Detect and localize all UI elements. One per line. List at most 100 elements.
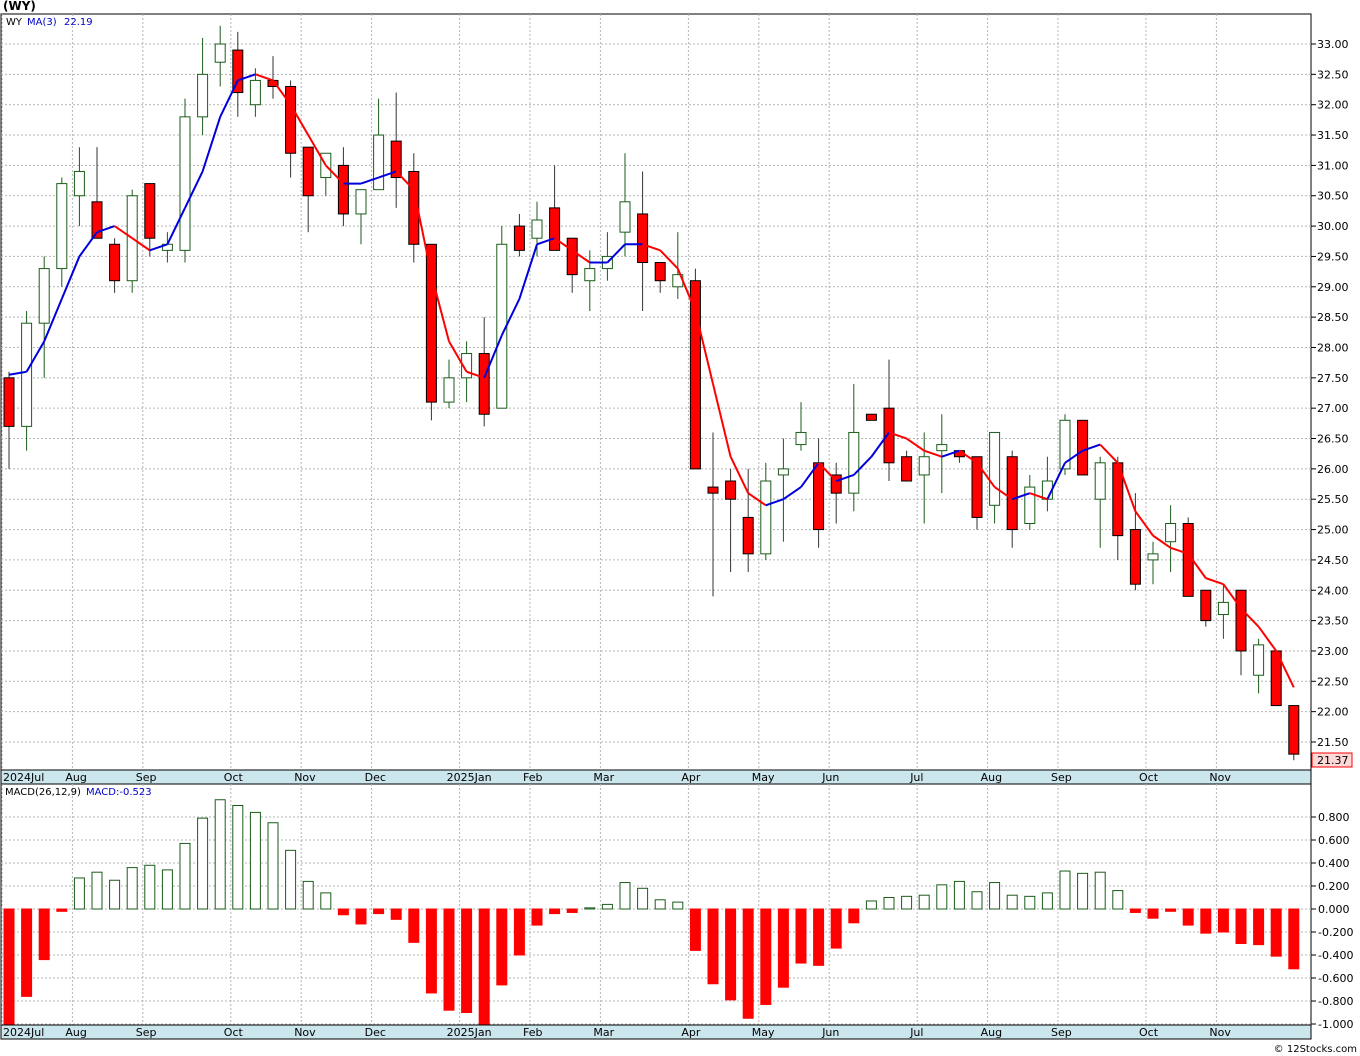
macd-bar-negative: [848, 908, 860, 924]
macd-y-tick-label: -1.000: [1318, 1018, 1353, 1031]
macd-bar-positive: [918, 894, 930, 910]
price-y-tick-label: 33.00: [1317, 38, 1349, 51]
macd-bar-positive: [1041, 892, 1053, 910]
ma-segment: [219, 79, 239, 118]
price-y-tick-label: 27.50: [1317, 372, 1349, 385]
candle-up: [197, 73, 209, 118]
candle-up: [1217, 601, 1229, 616]
macd-bar-negative: [531, 908, 543, 926]
price-month-label: Jul: [909, 771, 923, 784]
candle-down: [707, 486, 719, 494]
macd-bar-positive: [936, 884, 948, 910]
candle-up: [1059, 419, 1071, 470]
ma-segment: [500, 298, 521, 336]
ma-segment: [518, 243, 538, 300]
macd-bar-negative: [1147, 908, 1159, 919]
macd-month-label: Dec: [365, 1026, 386, 1039]
macd-month-label: Oct: [1139, 1026, 1159, 1039]
macd-histogram: [3, 799, 1300, 1027]
macd-month-label: Jun: [821, 1026, 839, 1039]
macd-bar-negative: [795, 908, 807, 964]
macd-bar-negative: [760, 908, 772, 1005]
macd-y-tick-label: 0.400: [1318, 857, 1350, 870]
macd-bar-negative: [1165, 908, 1177, 912]
macd-month-label: Nov: [294, 1026, 316, 1039]
candle-up: [989, 431, 1001, 506]
macd-bar-negative: [425, 908, 437, 994]
macd-bar-negative: [1200, 908, 1212, 934]
ma-segment: [483, 334, 503, 379]
ma-segment: [96, 225, 115, 234]
macd-bar-positive: [1112, 890, 1124, 910]
macd-bar-negative: [478, 908, 490, 1027]
candle-down: [883, 407, 895, 464]
ma-segment: [307, 134, 327, 166]
ma-segment: [378, 170, 397, 179]
price-y-tick-label: 27.00: [1317, 402, 1349, 415]
site-credit: © 12Stocks.com: [1273, 1044, 1357, 1055]
macd-bar-positive: [267, 822, 279, 910]
candle-down: [689, 280, 701, 470]
price-candles: [3, 25, 1300, 761]
macd-bar-positive: [126, 867, 138, 910]
macd-bar-negative: [21, 908, 33, 997]
macd-bar-negative: [496, 908, 508, 986]
macd-bar-negative: [461, 908, 473, 1013]
price-y-tick-label: 32.50: [1317, 68, 1349, 81]
price-y-tick-label: 31.00: [1317, 159, 1349, 172]
macd-bar-positive: [989, 882, 1001, 910]
macd-bar-positive: [285, 849, 297, 910]
price-month-label: Aug: [65, 771, 86, 784]
ma-segment: [1205, 577, 1224, 586]
price-month-label: Aug: [981, 771, 1002, 784]
macd-bar-negative: [390, 908, 402, 920]
candle-down: [91, 201, 103, 239]
price-month-label: Jun: [821, 771, 839, 784]
ma-segment: [817, 462, 837, 482]
macd-bar-positive: [161, 869, 173, 910]
ma-segment: [237, 73, 256, 82]
ma-segment: [1240, 607, 1260, 628]
price-month-label: Mar: [593, 771, 614, 784]
price-y-tick-label: 28.50: [1317, 311, 1349, 324]
macd-bar-negative: [1253, 908, 1265, 946]
legend-ma-value: 22.19: [64, 17, 93, 28]
price-y-axis: 33.00 32.50 32.00 31.50 31.00 30.50 30.00 29.50…: [1311, 38, 1349, 749]
macd-bar-positive: [1006, 894, 1018, 910]
ma-segment: [800, 462, 820, 488]
price-month-label: Oct: [1139, 771, 1159, 784]
candle-up: [443, 377, 455, 403]
macd-bar-positive: [637, 887, 649, 910]
ma-segment: [255, 73, 274, 82]
candle-down: [513, 225, 525, 251]
ma-segment: [60, 256, 81, 300]
candle-down: [654, 262, 666, 282]
ma-segment: [1187, 553, 1207, 579]
ma-segment: [1046, 462, 1066, 500]
macd-bar-positive: [91, 871, 103, 910]
macd-bar-positive: [302, 880, 314, 910]
ma-segment: [448, 340, 468, 373]
macd-bar-negative: [443, 908, 455, 1011]
ma-segment: [1134, 510, 1154, 537]
macd-bar-negative: [689, 908, 701, 951]
candle-down: [302, 146, 314, 197]
price-month-label: Feb: [523, 771, 542, 784]
last-price-tag: [1311, 752, 1353, 768]
price-panel: [0, 13, 1312, 771]
macd-bar-negative: [742, 908, 754, 1019]
legend-symbol: WY: [6, 17, 23, 28]
macd-gridlines: [1, 784, 1311, 1025]
price-y-tick-label: 32.00: [1317, 99, 1349, 112]
macd-bar-negative: [707, 908, 719, 985]
price-y-tick-label: 24.50: [1317, 554, 1349, 567]
ma-segment: [835, 473, 855, 482]
price-y-tick-label: 31.50: [1317, 129, 1349, 142]
ma-segment: [1011, 492, 1031, 501]
candle-up: [73, 170, 85, 197]
candle-down: [390, 140, 402, 179]
price-y-tick-label: 26.50: [1317, 433, 1349, 446]
ma-segment: [1099, 443, 1119, 464]
macd-bar-negative: [3, 908, 15, 1027]
